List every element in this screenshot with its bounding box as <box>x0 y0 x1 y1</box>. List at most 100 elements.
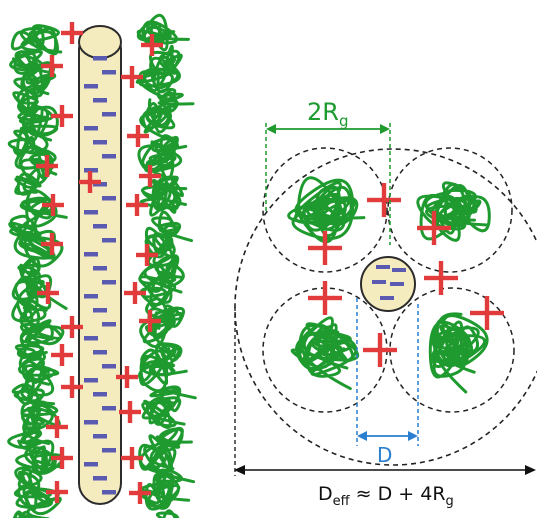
plus-charge <box>54 481 60 503</box>
deff-dimension: Deff ≈ D + 4Rg <box>234 307 536 509</box>
plus-charge <box>322 281 328 315</box>
minus-charge <box>102 196 116 201</box>
polymer-coil <box>17 105 59 143</box>
minus-charge <box>93 350 107 355</box>
polymer-coil <box>416 181 491 242</box>
polymer-coil <box>139 102 179 145</box>
positive-charges-side <box>36 22 163 504</box>
polymer-coil <box>156 509 180 518</box>
polymer-coil <box>12 87 39 119</box>
polymer-coil <box>302 185 359 232</box>
minus-charge <box>93 266 107 271</box>
d-label: D <box>377 443 392 467</box>
plus-charge <box>45 282 51 304</box>
polymer-coil <box>149 385 197 414</box>
polymer-coil <box>19 188 68 228</box>
polymer-coil <box>151 210 193 243</box>
minus-charge <box>102 154 116 159</box>
coil-boundary-circle <box>387 147 513 273</box>
minus-charge <box>84 462 98 467</box>
minus-charge <box>93 434 107 439</box>
minus-charge <box>102 406 116 411</box>
polymer-coil <box>137 142 183 181</box>
polymer-coil <box>13 61 57 98</box>
plus-charge <box>132 282 138 304</box>
minus-charge <box>93 392 107 397</box>
plus-charge <box>54 416 60 438</box>
minus-charge <box>84 294 98 299</box>
plus-charge <box>87 171 93 193</box>
minus-charge <box>102 364 116 369</box>
plus-charge <box>49 55 55 77</box>
minus-charge <box>93 308 107 313</box>
minus-charge <box>84 168 98 173</box>
negative-charges-side <box>84 56 116 495</box>
minus-charge <box>93 182 107 187</box>
cross-section-panel: 2Rg D Deff ≈ D + 4Rg <box>234 98 537 509</box>
polymer-coil <box>148 44 183 76</box>
polymer-coil <box>20 400 61 445</box>
plus-charge <box>147 165 153 187</box>
d-dimension: D <box>356 298 419 467</box>
rod-cross-section <box>360 256 416 312</box>
polymer-coil <box>7 422 44 450</box>
plus-charge <box>144 244 150 266</box>
plus-charge <box>49 233 55 255</box>
coil-boundary-circle <box>389 287 515 413</box>
plus-charge <box>129 66 135 88</box>
plus-charge <box>431 211 437 245</box>
polymer-coil <box>13 484 62 518</box>
polymer-coil <box>135 55 181 102</box>
plus-charge <box>50 194 56 216</box>
polymer-coil <box>144 226 176 268</box>
plus-charge <box>124 366 130 388</box>
plus-charge <box>69 22 75 44</box>
polymer-coil <box>15 439 65 475</box>
polymer-coil <box>13 229 64 268</box>
positive-charges-cross <box>308 183 504 367</box>
minus-charge <box>84 336 98 341</box>
minus-charge <box>93 98 107 103</box>
minus-charge <box>84 126 98 131</box>
plus-charge <box>438 261 444 295</box>
plus-charge <box>322 231 328 265</box>
plus-charge <box>484 296 490 330</box>
plus-charge <box>149 34 155 56</box>
minus-charge <box>102 70 116 75</box>
minus-charge <box>93 56 107 61</box>
minus-charge <box>102 490 116 495</box>
polymer-coil <box>14 167 42 196</box>
plus-charge <box>129 447 135 469</box>
minus-charge <box>93 140 107 145</box>
plus-charge <box>69 376 75 398</box>
polymer-coil <box>147 88 195 113</box>
minus-charge <box>84 252 98 257</box>
polymer-coil <box>9 50 44 82</box>
plus-charge <box>135 125 141 147</box>
minus-charge <box>102 280 116 285</box>
rg-label: 2Rg <box>307 98 348 130</box>
polymer-coil <box>155 426 193 449</box>
plus-charge <box>147 310 153 332</box>
plus-charge <box>137 482 143 504</box>
side-view-panel <box>7 13 197 518</box>
polymer-coil <box>141 396 186 429</box>
minus-charge <box>84 378 98 383</box>
plus-charge <box>127 401 133 423</box>
coil-boundary-circle <box>262 147 388 273</box>
minus-charge <box>93 476 107 481</box>
minus-charge <box>84 210 98 215</box>
rod-side <box>78 25 122 505</box>
polymer-coil <box>7 127 50 157</box>
minus-charge <box>84 420 98 425</box>
plus-charge <box>59 344 65 366</box>
minus-charge <box>102 448 116 453</box>
plus-charge <box>44 155 50 177</box>
minus-charge <box>102 322 116 327</box>
polymer-coil <box>19 309 65 350</box>
polymer-coil <box>10 24 63 56</box>
polymer-coil <box>11 378 56 406</box>
minus-charge <box>93 224 107 229</box>
polymer-coil <box>138 434 177 475</box>
